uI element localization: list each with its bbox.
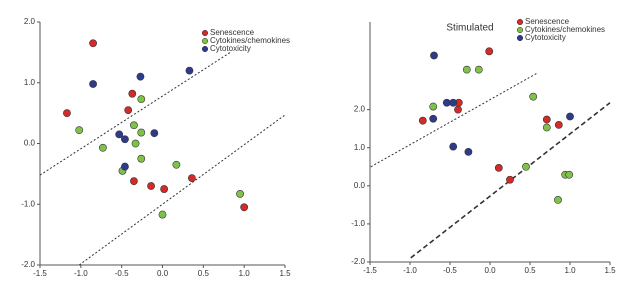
scatter-point [449,98,458,107]
scatter-point [115,130,124,139]
scatter-point [185,66,194,75]
scatter-point [137,128,146,137]
legend-label: Cytokines/chemokines [210,36,290,45]
scatter-point [121,135,129,144]
scatter-point [485,47,494,56]
chart-title: Stimulated [446,23,493,34]
scatter-point [474,65,483,74]
legend-label: Cytotoxicity [525,33,566,42]
scatter-point [131,139,140,148]
legend-label: Senescence [210,28,255,37]
scatter-point [494,164,503,172]
x-tick-label: -0.5 [443,266,457,275]
y-tick-label: 2.0 [354,105,366,114]
x-tick-label: -0.5 [115,269,129,278]
reference-line [410,102,611,259]
x-tick-label: 0.5 [198,269,210,278]
y-tick-label: 0.0 [24,139,36,148]
scatter-point [542,115,551,124]
y-tick-label: 0.0 [354,181,366,190]
scatter-point [418,116,427,125]
scatter-point [147,182,155,190]
y-tick-label: 2.0 [24,17,36,26]
x-tick-label: -1.0 [74,269,88,278]
legend-marker [516,34,524,42]
x-tick-label: -1.5 [33,269,47,278]
scatter-point [75,126,84,135]
legend-marker [201,29,209,37]
scatter-point [565,170,574,179]
legend-marker [516,26,524,34]
y-tick-label: -2.0 [351,257,365,266]
scatter-point [566,112,574,121]
y-tick-label: 1.0 [24,78,36,87]
y-tick-label: -2.0 [21,260,35,269]
scatter-point [89,80,97,88]
scatter-point [137,154,146,163]
scatter-point [63,109,71,118]
scatter-point [554,120,563,129]
scatter-point [430,51,438,60]
x-tick-label: 1.5 [279,269,291,278]
scatter-point [449,142,458,151]
x-tick-label: 0.0 [484,266,496,275]
legend-label: Cytokines/chemokines [525,25,605,34]
y-tick-label: 1.0 [354,143,366,152]
reference-line [39,51,231,176]
scatter-point [98,143,107,152]
x-tick-label: 1.0 [564,266,576,275]
legend-label: Cytotoxicity [210,44,251,53]
scatter-point [130,121,138,130]
scatter-point [137,95,146,104]
scatter-point [121,162,129,171]
legend-label: Senescence [525,17,570,26]
x-tick-label: 0.0 [157,269,169,278]
scatter-point [454,105,462,114]
reference-line [370,72,539,168]
scatter-point [462,65,471,74]
legend-marker [201,37,209,45]
scatter-point [130,177,138,186]
legend-marker [516,18,524,26]
scatter-point [529,92,538,101]
scatter-point [240,203,249,212]
scatter-point [187,174,196,183]
scatter-point [236,190,244,198]
scatter-point [158,210,167,219]
scatter-point [160,185,169,193]
scatter-point [136,72,145,81]
scatter-point [89,39,97,48]
y-tick-label: -1.0 [351,219,365,228]
scatter-point [506,175,514,184]
x-tick-label: 1.0 [239,269,251,278]
legend-marker [201,45,209,53]
x-tick-label: 1.5 [604,266,616,275]
scatter-point [464,148,473,156]
reference-line [78,114,286,266]
x-tick-label: -1.0 [403,266,417,275]
scatter-point [554,196,562,204]
scatter-point [429,102,438,111]
scatter-point [542,123,551,132]
y-tick-label: -1.0 [21,199,35,208]
scatter-point [128,89,137,98]
x-tick-label: -1.5 [363,266,377,275]
scatter-point [150,129,159,138]
scatter-point [429,114,438,123]
x-tick-label: 0.5 [524,266,536,275]
scatter-point [522,162,530,171]
scatter-point [124,106,133,114]
scatter-point [172,160,181,169]
